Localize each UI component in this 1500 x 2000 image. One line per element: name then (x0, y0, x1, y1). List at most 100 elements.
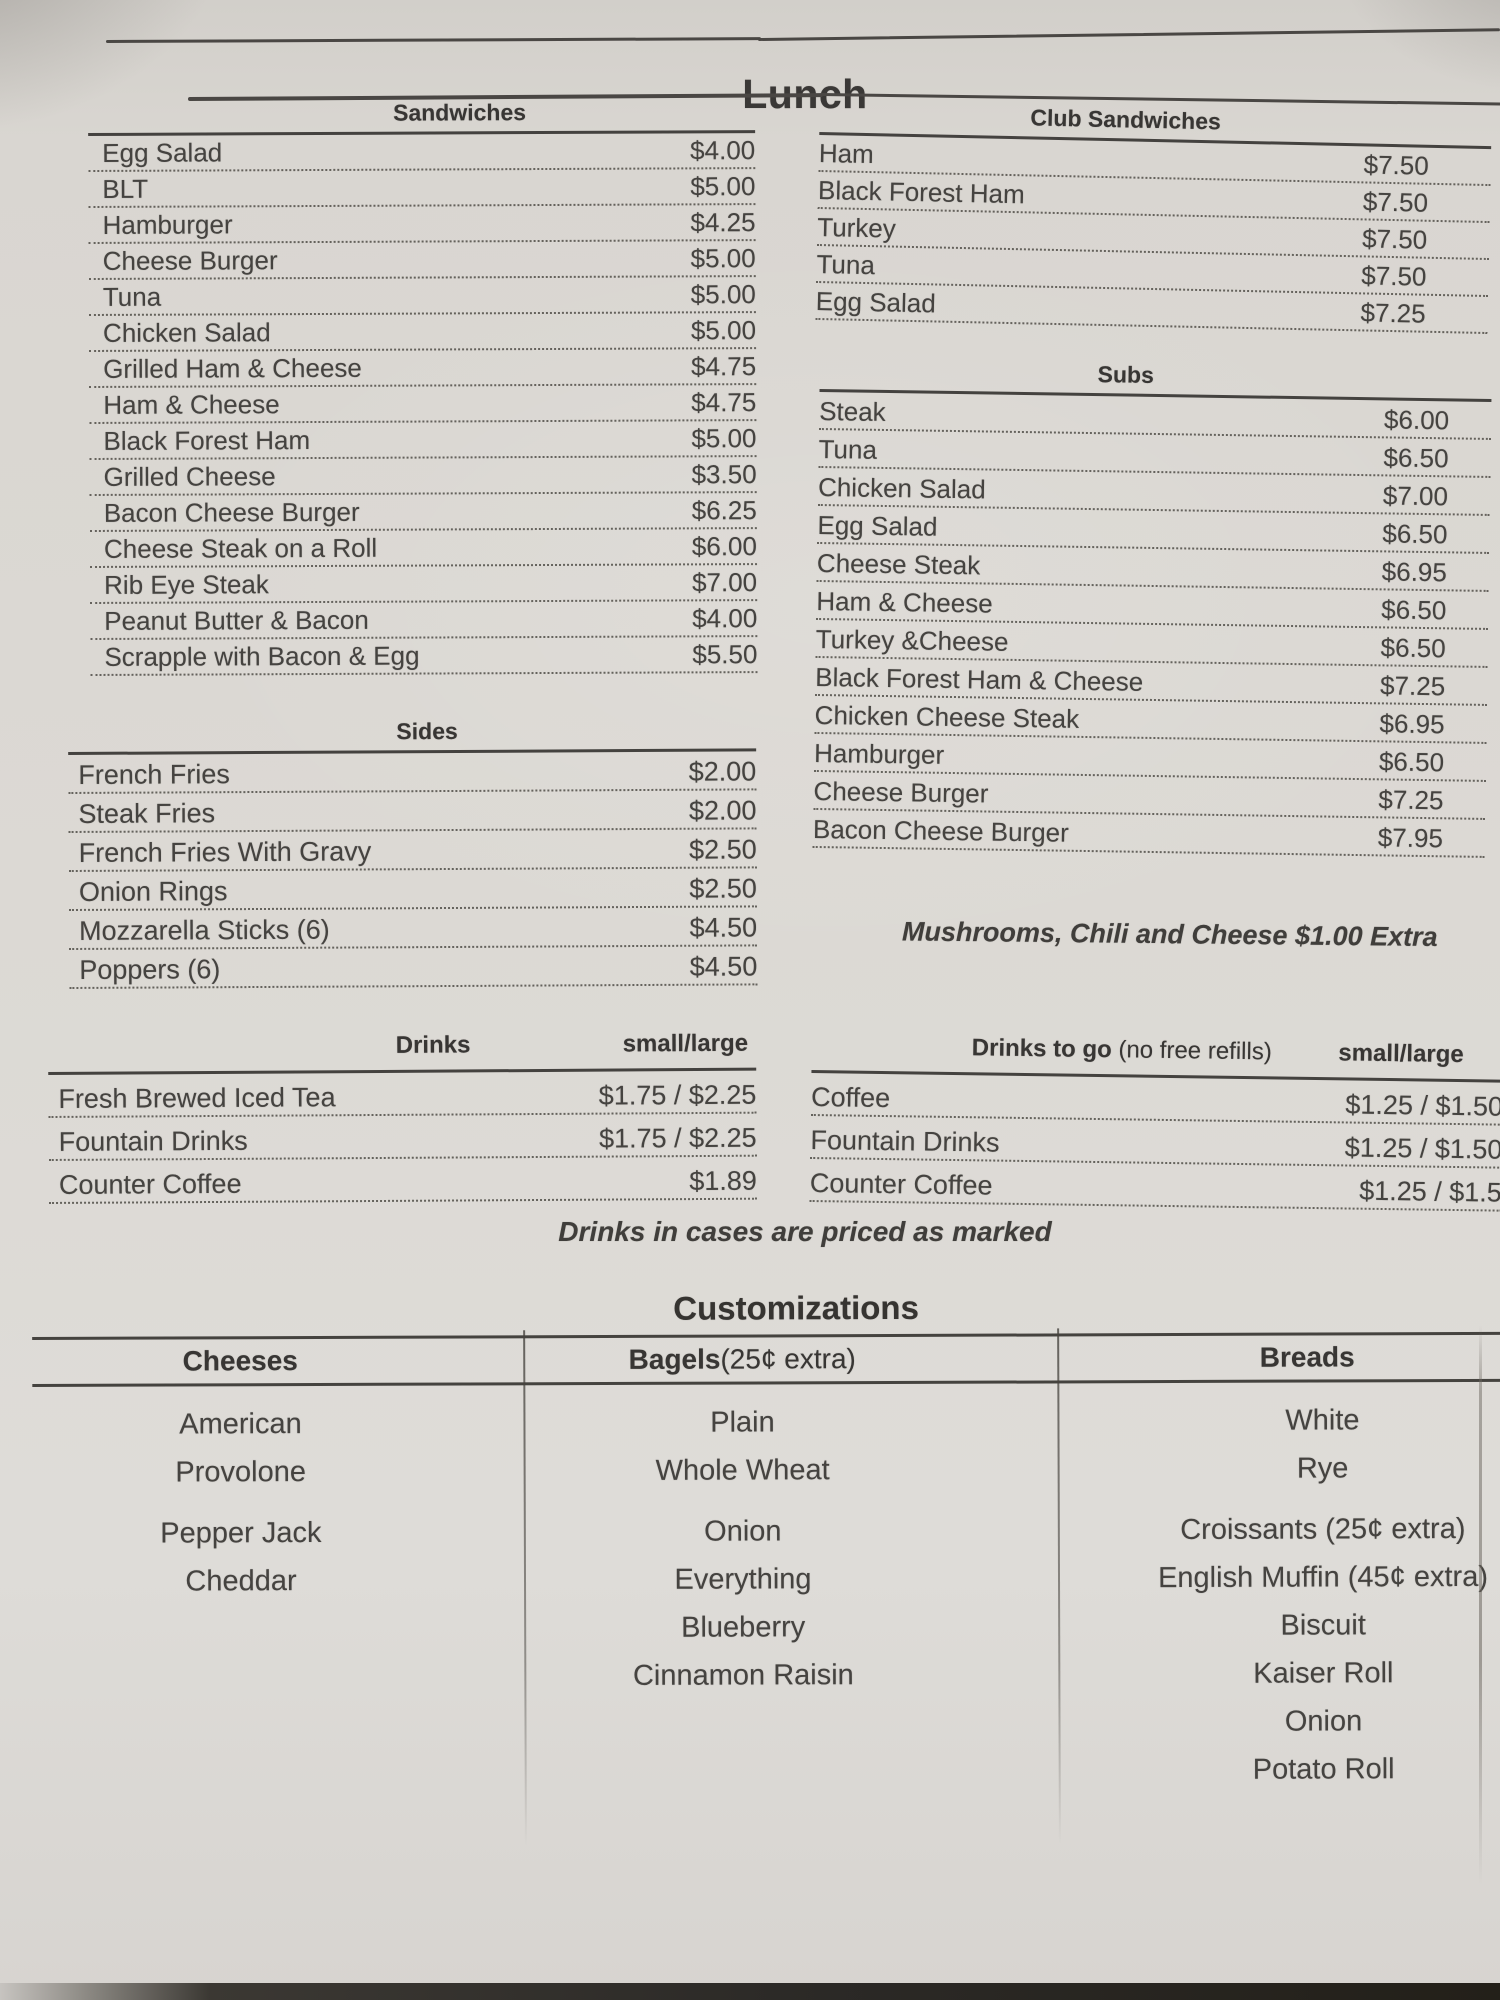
drinks-header: Drinks small/large (48, 1029, 757, 1075)
column-header-suffix: (25¢ extra) (720, 1343, 856, 1375)
menu-item-row: French Fries $2.00 (68, 751, 757, 794)
section-club-sandwiches: Club Sandwiches Ham $7.50 Black Forest H… (815, 100, 1492, 335)
item-name: Hamburger (813, 737, 945, 770)
menu-item-row: Grilled Cheese $3.50 (89, 457, 757, 496)
cheeses-column: American Provolone Pepper Jack Cheddar (32, 1400, 449, 1606)
section-drinks: Drinks small/large Fresh Brewed Iced Tea… (48, 1029, 758, 1204)
subs-list: Steak $6.00 Tuna $6.50 Chicken Salad $7.… (812, 391, 1492, 858)
item-name: Grilled Cheese (103, 461, 276, 492)
item-price: $5.00 (690, 243, 756, 274)
bread-option: White (1285, 1403, 1360, 1437)
item-price: $7.25 (1378, 784, 1444, 816)
item-name: Cheese Steak (816, 547, 981, 581)
bread-option: Rye (1296, 1451, 1349, 1485)
item-price: $1.89 (689, 1165, 758, 1197)
item-price: $5.00 (691, 423, 757, 454)
subs-extra-note: Mushrooms, Chili and Cheese $1.00 Extra (901, 916, 1438, 953)
section-title: Sides (68, 716, 757, 755)
menu-item-row: Egg Salad $4.00 (88, 133, 756, 172)
item-name: Steak (818, 395, 886, 427)
item-price: $1.75 / $2.25 (598, 1079, 757, 1111)
item-name: Hamburger (102, 209, 233, 240)
column-header-label: Breads (1259, 1341, 1355, 1373)
item-name: Tuna (102, 281, 162, 312)
bread-option: Biscuit (1280, 1608, 1366, 1642)
item-price: $4.50 (689, 912, 758, 943)
menu-item-row: Tuna $5.00 (88, 277, 756, 316)
item-price: $2.00 (688, 795, 757, 826)
bread-option: Potato Roll (1252, 1752, 1395, 1786)
column-header-breads: Breads (1032, 1335, 1500, 1381)
item-name: Cheese Steak on a Roll (103, 532, 378, 564)
item-price: $3.50 (691, 459, 757, 490)
menu-item-row: Counter Coffee $1.25 / $1.5 (809, 1158, 1500, 1212)
menu-item-row: Scrapple with Bacon & Egg $5.50 (90, 637, 758, 676)
section-title-bold: Drinks to go (971, 1034, 1112, 1064)
item-name: Egg Salad (817, 509, 938, 542)
item-price: $6.95 (1381, 556, 1448, 588)
column-header-label: Cheeses (182, 1345, 298, 1377)
item-price: $7.00 (1382, 480, 1449, 512)
section-title: Drinks to go (no free refills) (872, 1033, 1372, 1068)
item-name: Egg Salad (102, 137, 223, 168)
bagel-option: Onion (704, 1514, 782, 1548)
scan-line-top-left (105, 37, 762, 43)
item-price: $5.00 (690, 279, 756, 310)
item-name: French Fries With Gravy (78, 836, 372, 868)
item-price: $6.00 (691, 531, 758, 562)
item-price: $7.50 (1361, 260, 1427, 292)
item-price: $6.25 (691, 495, 757, 526)
item-name: Cheese Burger (813, 775, 989, 809)
item-price: $7.50 (1361, 223, 1428, 255)
size-label: small/large (1338, 1039, 1464, 1069)
customizations-header-row: Cheeses Bagels (25¢ extra) Breads (32, 1331, 1500, 1387)
item-name: Fountain Drinks (58, 1125, 248, 1157)
menu-item-row: French Fries With Gravy $2.50 (68, 829, 757, 872)
menu-item-row: Grilled Ham & Cheese $4.75 (89, 349, 757, 388)
item-name: Cheese Burger (102, 245, 278, 276)
item-price: $5.00 (690, 315, 757, 346)
item-name: Turkey &Cheese (815, 623, 1009, 657)
sandwiches-list: Egg Salad $4.00 BLT $5.00 Hamburger $4.2… (88, 133, 758, 676)
item-name: Peanut Butter & Bacon (104, 604, 369, 636)
bagel-option: Everything (674, 1562, 812, 1596)
club-list: Ham $7.50 Black Forest Ham $7.50 Turkey … (815, 134, 1492, 335)
item-price: $6.50 (1380, 632, 1446, 664)
item-price: $2.50 (689, 873, 757, 904)
paper-edge-line (1479, 1325, 1482, 1885)
item-price: $6.50 (1378, 746, 1445, 778)
cheese-option: Cheddar (185, 1564, 297, 1597)
item-name: Chicken Cheese Steak (814, 699, 1080, 734)
item-price: $6.50 (1381, 594, 1447, 626)
item-name: Mozzarella Sticks (6) (79, 914, 330, 946)
item-name: Tuna (818, 433, 878, 465)
item-name: Poppers (6) (79, 954, 221, 985)
item-name: Counter Coffee (58, 1168, 242, 1200)
item-name: Bacon Cheese Burger (812, 813, 1070, 848)
item-price: $1.25 / $1.5 (1359, 1175, 1500, 1208)
item-price: $4.75 (691, 351, 757, 382)
item-name: Chicken Salad (817, 471, 986, 505)
item-name: Egg Salad (815, 285, 937, 319)
item-price: $4.00 (692, 603, 758, 634)
bagel-option: Whole Wheat (655, 1453, 830, 1487)
item-price: $5.50 (692, 639, 758, 670)
section-title: Drinks (395, 1031, 471, 1059)
item-price: $6.95 (1379, 708, 1445, 740)
item-price: $7.25 (1360, 297, 1426, 329)
item-price: $7.50 (1363, 149, 1430, 181)
item-name: Turkey (817, 211, 897, 244)
item-name: Bacon Cheese Burger (103, 496, 360, 528)
menu-item-row: BLT $5.00 (88, 169, 756, 208)
menu-item-row: Cheese Burger $5.00 (88, 241, 756, 280)
item-name: Chicken Salad (102, 317, 271, 348)
column-header-cheeses: Cheeses (32, 1339, 448, 1384)
drinks-list: Fresh Brewed Iced Tea $1.75 / $2.25 Foun… (48, 1070, 758, 1204)
scan-line-top-right (757, 28, 1500, 41)
item-price: $4.00 (690, 135, 756, 166)
cheese-option: Pepper Jack (160, 1516, 322, 1550)
item-price: $4.75 (691, 387, 757, 418)
bagel-option: Blueberry (681, 1610, 806, 1644)
bread-option: Onion (1284, 1704, 1363, 1738)
